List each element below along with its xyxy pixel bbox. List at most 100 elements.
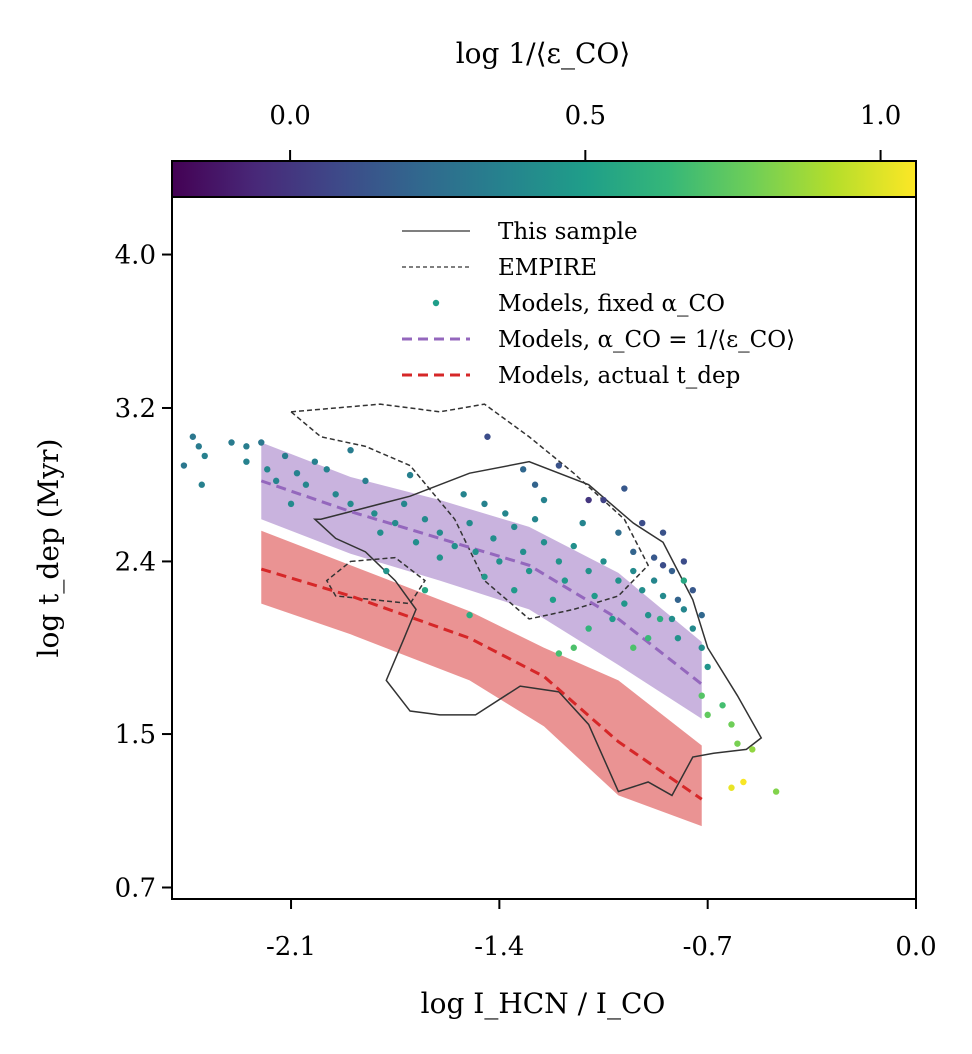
model-point: [511, 586, 518, 594]
x-axis-ticks: -2.1 -1.4 -0.7 0.0: [266, 899, 937, 962]
model-point: [531, 481, 539, 488]
model-point: [195, 443, 202, 450]
model-point: [496, 558, 503, 565]
y-tick-label: 2.4: [115, 547, 156, 577]
model-point: [466, 519, 473, 527]
model-point: [302, 481, 310, 488]
contours: [289, 403, 763, 797]
model-point: [243, 443, 250, 450]
model-point: [519, 548, 527, 556]
empire-contour: [325, 556, 426, 605]
model-point: [555, 558, 563, 565]
alpha-co-line: [260, 479, 703, 686]
model-point: [281, 452, 289, 460]
x-tick-label: -0.7: [683, 932, 733, 962]
model-point: [347, 500, 354, 508]
model-point: [466, 611, 473, 619]
x-tick-label: -1.4: [474, 932, 524, 962]
model-point: [659, 562, 667, 569]
model-point: [570, 644, 577, 651]
colorbar: log 1/⟨ε_CO⟩ 0.0 0.5 1.0: [171, 37, 917, 198]
model-point: [621, 485, 628, 492]
y-tick-label: 3.2: [115, 394, 156, 424]
model-point: [531, 516, 539, 523]
legend-label: This sample: [498, 219, 638, 245]
model-point: [698, 692, 705, 699]
model-point: [421, 586, 429, 594]
model-point: [650, 577, 658, 584]
model-point: [615, 529, 622, 536]
legend: This sample EMPIRE Models, fixed α_CO Model…: [402, 219, 795, 389]
model-point: [490, 535, 497, 542]
colorbar-label: log 1/⟨ε_CO⟩: [456, 37, 631, 70]
model-point: [540, 539, 548, 546]
x-tick-label: 0.0: [895, 932, 936, 962]
model-point: [600, 496, 607, 504]
plot-frame: [171, 196, 917, 900]
model-point: [201, 452, 208, 460]
model-point: [600, 558, 607, 565]
model-point: [502, 510, 509, 517]
model-point: [198, 481, 205, 488]
empire-contour: [289, 403, 650, 620]
model-lines: [260, 479, 703, 801]
model-point: [698, 611, 705, 619]
model-point: [519, 466, 527, 473]
y-tick-label: 4.0: [115, 241, 156, 271]
model-point: [639, 586, 646, 594]
model-point: [659, 529, 667, 536]
y-tick-label: 0.7: [115, 873, 156, 903]
model-point: [258, 439, 265, 446]
colorbar-tick-label: 1.0: [860, 101, 901, 131]
model-point: [311, 458, 319, 465]
colorbar-tick-label: 0.5: [565, 101, 606, 131]
model-point: [719, 702, 726, 709]
model-point: [644, 634, 652, 642]
model-point: [555, 650, 563, 657]
model-point: [728, 721, 735, 728]
model-point: [436, 529, 444, 536]
model-point: [287, 500, 295, 508]
x-tick-label: -2.1: [266, 932, 316, 962]
model-point: [540, 496, 548, 504]
model-point: [362, 477, 369, 485]
model-point: [740, 778, 747, 786]
model-point: [630, 644, 637, 651]
model-point: [383, 567, 390, 575]
model-point: [371, 510, 378, 517]
model-point: [734, 740, 741, 747]
model-point: [484, 433, 491, 440]
model-point: [621, 600, 628, 607]
model-point: [644, 611, 652, 619]
model-point: [704, 711, 711, 719]
legend-label: Models, fixed α_CO: [498, 291, 725, 317]
model-point: [656, 615, 664, 623]
model-point: [680, 558, 688, 565]
model-point: [525, 567, 533, 575]
model-point: [400, 500, 408, 508]
model-point: [630, 548, 637, 556]
model-point: [579, 519, 586, 527]
model-point: [293, 469, 301, 477]
model-point: [347, 446, 354, 454]
y-axis-ticks: 0.7 1.5 2.4 3.2 4.0: [115, 241, 172, 903]
model-point: [272, 477, 280, 485]
model-point: [680, 606, 688, 613]
model-point: [264, 466, 271, 473]
model-point: [570, 542, 577, 550]
model-point: [585, 496, 592, 504]
model-point: [555, 462, 563, 469]
model-point: [689, 586, 696, 594]
model-point: [332, 491, 339, 498]
legend-label: Models, actual t_dep: [498, 363, 740, 389]
model-point: [392, 519, 399, 527]
model-point: [609, 615, 616, 623]
model-point: [472, 548, 479, 556]
plot-area: -2.1 -1.4 -0.7 0.0 0.7 1.5 2.4 3.2 4.0: [115, 196, 937, 962]
model-point: [680, 577, 688, 584]
model-point: [189, 433, 197, 440]
legend-label: EMPIRE: [498, 255, 597, 281]
model-point: [377, 529, 384, 536]
legend-marker-dot: [432, 299, 440, 307]
